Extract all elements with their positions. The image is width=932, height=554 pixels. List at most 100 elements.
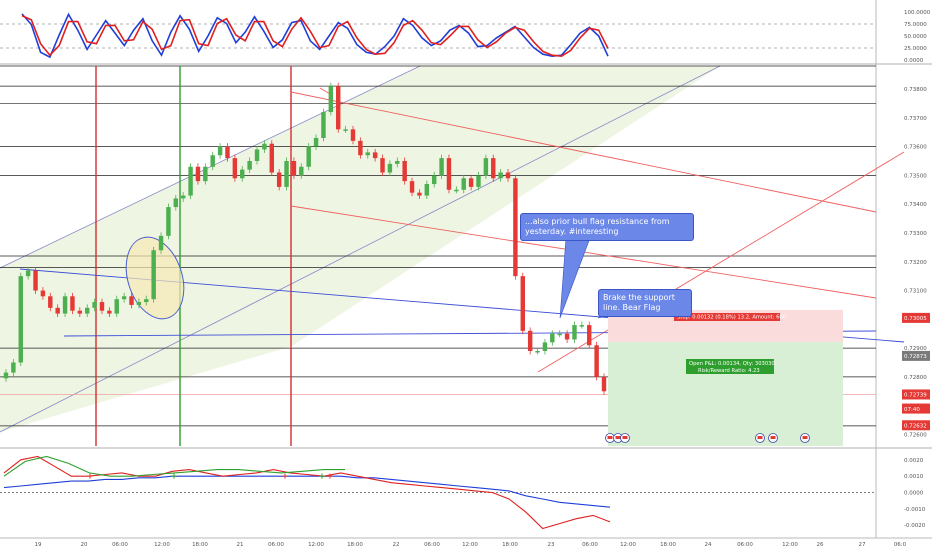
price-tick-label: 0.73600: [904, 145, 927, 151]
candle-body: [188, 166, 193, 196]
candle-body: [564, 333, 570, 340]
candle-body: [550, 333, 555, 343]
candle-body: [40, 290, 46, 297]
price-tick-label: 0.73400: [904, 202, 927, 208]
price-marker-label: 07:40: [904, 407, 920, 413]
candle-body: [55, 307, 60, 314]
candle-body: [446, 158, 452, 190]
red-projection-line: [537, 151, 905, 373]
annotation-bear-flag[interactable]: Brake the support line. Bear Flag: [598, 289, 692, 317]
candle-body: [402, 161, 407, 182]
price-marker-bg: [902, 403, 930, 414]
time-tick-label: 21: [237, 542, 244, 548]
event-flag-icon-stripe: [607, 436, 613, 439]
candle-body: [107, 310, 112, 314]
candle-body: [48, 296, 53, 308]
candle-body: [121, 296, 127, 300]
time-tick-label: 26: [817, 542, 824, 548]
price-tick-label: 0.73700: [904, 116, 927, 122]
time-tick-label: 06:00: [582, 542, 598, 548]
candle-body: [358, 140, 363, 156]
candle-body: [136, 302, 142, 305]
osc-tick-label: 0.0000: [904, 58, 924, 64]
candle-body: [365, 152, 370, 156]
channel-lower-line: [0, 65, 721, 433]
macd-series-line-2: [3, 455, 345, 477]
annotation-pointer-1: [559, 237, 591, 319]
candle-body: [542, 342, 548, 351]
candle-body: [336, 86, 341, 130]
ratio-label: Risk/Reward Ratio: 4.23: [698, 368, 760, 374]
osc-series-line-1: [21, 15, 609, 58]
candle-body: [321, 112, 326, 138]
candle-body: [173, 198, 179, 208]
price-tick-label: 0.73500: [904, 173, 927, 179]
candle-body: [203, 166, 208, 182]
candle-body: [84, 307, 90, 314]
candle-body: [527, 330, 533, 351]
pnl-box-bg: [686, 359, 774, 374]
candle-body: [3, 372, 9, 379]
candle-body: [417, 192, 422, 196]
candle-body: [520, 276, 526, 331]
candle-body: [25, 270, 31, 277]
time-tick-label: 18:00: [660, 542, 676, 548]
event-flag-icon-stripe: [802, 436, 808, 439]
candle-body: [468, 178, 474, 187]
candle-body: [92, 302, 97, 308]
candle-body: [306, 146, 311, 167]
candle-body: [232, 158, 238, 179]
osc-tick-label: 25.0000: [904, 46, 927, 52]
candle-body: [424, 184, 430, 196]
time-tick-label: 18:00: [192, 542, 208, 548]
price-marker-label: 0.73005: [904, 316, 927, 322]
candle-body: [18, 276, 23, 363]
candle-body: [454, 189, 459, 192]
price-tick-label: 0.73300: [904, 231, 927, 237]
candle-body: [240, 169, 245, 179]
event-flag-icon-stripe: [770, 436, 776, 439]
candle-body: [291, 161, 297, 176]
macd-series-line-1: [3, 455, 611, 530]
time-tick-label: 12:00: [782, 542, 798, 548]
candle-body: [476, 175, 481, 187]
price-marker-label: 0.72739: [904, 393, 927, 399]
candle-body: [210, 155, 215, 167]
candle-body: [483, 158, 489, 176]
candle-body: [180, 195, 186, 199]
candle-body: [99, 302, 105, 311]
candle-body: [350, 129, 356, 141]
candle-body: [579, 325, 585, 327]
price-marker-bg: [902, 312, 930, 323]
candle-body: [313, 137, 319, 147]
time-tick-label: 23: [548, 542, 555, 548]
annotation-bull-flag[interactable]: ...also prior bull flag resistance from …: [520, 213, 694, 241]
candle-body: [572, 325, 577, 340]
candle-body: [62, 296, 68, 314]
red-trend-line-stub: [319, 87, 331, 95]
candle-body: [431, 175, 437, 185]
candle-body: [129, 296, 134, 305]
time-tick-label: 06:0: [894, 542, 907, 548]
pnl-label: Open P&L: 0.00134, Qty: 303030: [689, 361, 775, 367]
macd-tick-label: -0.0010: [904, 507, 926, 513]
candle-body: [587, 325, 592, 346]
candle-body: [269, 143, 274, 173]
candle-body: [505, 172, 511, 179]
time-tick-label: 06:00: [268, 542, 284, 548]
price-marker-bg: [902, 420, 930, 431]
event-flag-icon-stripe: [757, 436, 763, 439]
time-tick-label: 27: [859, 542, 866, 548]
price-marker-label: 0.72873: [904, 354, 927, 360]
time-tick-label: 22: [393, 542, 400, 548]
candle-body: [409, 181, 415, 193]
event-flag-icon-stripe: [622, 436, 628, 439]
candle-body: [299, 166, 304, 176]
time-tick-label: 18:00: [502, 542, 518, 548]
osc-tick-label: 50.0000: [904, 34, 927, 40]
candle-body: [195, 166, 201, 182]
candle-body: [380, 158, 385, 173]
candle-body: [601, 376, 607, 392]
macd-series-line-0: [3, 475, 611, 508]
